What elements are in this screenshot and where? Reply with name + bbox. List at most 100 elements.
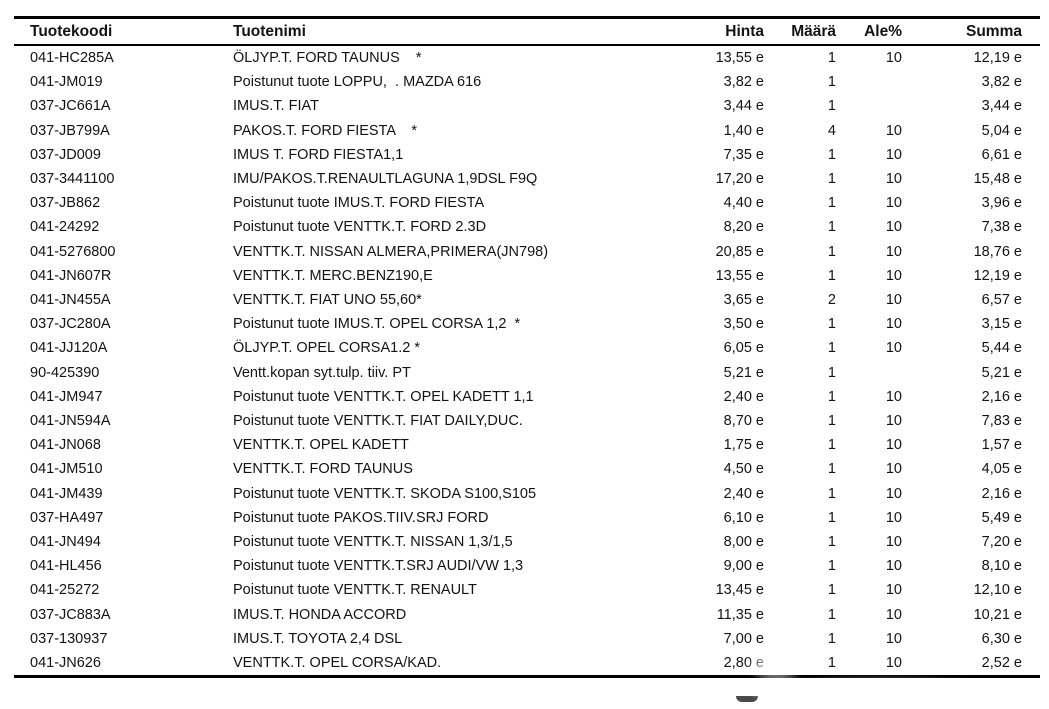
cell-price: 20,85 e xyxy=(715,243,764,260)
cell-product-name: Poistunut tuote IMUS.T. FORD FIESTA xyxy=(233,195,485,212)
column-header-tuotekoodi: Tuotekoodi xyxy=(14,17,233,46)
column-header-ale: Ale% xyxy=(838,17,908,46)
cell-discount: 10 xyxy=(885,146,902,163)
cell-quantity: 1 xyxy=(827,219,836,236)
cell-product-code: 041-JN594A xyxy=(30,413,111,430)
cell-product-code: 041-JM947 xyxy=(30,388,103,405)
column-header-maara: Määrä xyxy=(768,17,838,46)
table-row: 041-JM510 VENTTK.T. FORD TAUNUS 4,50 e 1… xyxy=(14,457,1040,481)
cell-discount: 10 xyxy=(885,195,902,212)
cell-discount: 10 xyxy=(885,340,902,357)
cell-product-code: 90-425390 xyxy=(30,364,100,381)
cell-product-code: 037-HA497 xyxy=(30,509,104,526)
cell-product-name: PAKOS.T. FORD FIESTA * xyxy=(233,122,417,139)
cell-product-code: 037-JD009 xyxy=(30,146,101,163)
cell-price: 13,55 e xyxy=(715,267,764,284)
cell-product-code: 041-JJ120A xyxy=(30,340,108,357)
cell-product-code: 037-JB862 xyxy=(30,195,101,212)
cell-sum: 1,57 e xyxy=(981,437,1022,454)
table-row: 037-HA497 Poistunut tuote PAKOS.TIIV.SRJ… xyxy=(14,506,1040,530)
table-row: 037-130937 IMUS.T. TOYOTA 2,4 DSL 7,00 e… xyxy=(14,627,1040,651)
cell-sum: 5,21 e xyxy=(981,364,1022,381)
cell-discount: 10 xyxy=(885,267,902,284)
scan-smudge-mark xyxy=(736,696,758,702)
cell-product-name: Poistunut tuote VENTTK.T. FORD 2.3D xyxy=(233,219,487,236)
table-row: 041-JM947 Poistunut tuote VENTTK.T. OPEL… xyxy=(14,385,1040,409)
cell-sum: 3,15 e xyxy=(981,316,1022,333)
cell-product-name: Poistunut tuote VENTTK.T.SRJ AUDI/VW 1,3 xyxy=(233,558,524,575)
cell-product-code: 041-5276800 xyxy=(30,243,116,260)
cell-quantity: 1 xyxy=(827,630,836,647)
cell-price: 13,45 e xyxy=(715,582,764,599)
table-row: 041-25272 Poistunut tuote VENTTK.T. RENA… xyxy=(14,578,1040,602)
table-row: 041-JN626 VENTTK.T. OPEL CORSA/KAD. 2,80… xyxy=(14,651,1040,677)
product-price-table: Tuotekoodi Tuotenimi Hinta Määrä Ale% Su… xyxy=(14,16,1040,679)
cell-sum: 6,61 e xyxy=(981,146,1022,163)
cell-product-code: 041-JN626 xyxy=(30,655,101,672)
cell-product-code: 041-JM510 xyxy=(30,461,103,478)
cell-price: 4,40 e xyxy=(723,195,764,212)
cell-quantity: 1 xyxy=(827,98,836,115)
cell-quantity: 1 xyxy=(827,485,836,502)
table-row: 037-JC661A IMUS.T. FIAT 3,44 e 1 3,44 e xyxy=(14,94,1040,118)
table-row: 037-JC280A Poistunut tuote IMUS.T. OPEL … xyxy=(14,312,1040,336)
column-header-tuotenimi: Tuotenimi xyxy=(233,17,628,46)
cell-price: 3,82 e xyxy=(723,74,764,91)
cell-product-code: 037-130937 xyxy=(30,630,108,647)
cell-price: 3,44 e xyxy=(723,98,764,115)
table-row: 041-HL456 Poistunut tuote VENTTK.T.SRJ A… xyxy=(14,554,1040,578)
document-page: Tuotekoodi Tuotenimi Hinta Määrä Ale% Su… xyxy=(0,16,1049,709)
cell-product-code: 041-JM019 xyxy=(30,74,103,91)
cell-product-code: 041-JN068 xyxy=(30,437,101,454)
cell-price: 4,50 e xyxy=(723,461,764,478)
cell-product-name: IMUS.T. HONDA ACCORD xyxy=(233,606,407,623)
cell-quantity: 4 xyxy=(827,122,836,139)
table-row: 037-JC883A IMUS.T. HONDA ACCORD 11,35 e … xyxy=(14,603,1040,627)
table-row: 037-JB862 Poistunut tuote IMUS.T. FORD F… xyxy=(14,191,1040,215)
cell-product-code: 037-JC280A xyxy=(30,316,111,333)
cell-sum: 5,04 e xyxy=(981,122,1022,139)
cell-product-name: VENTTK.T. FORD TAUNUS xyxy=(233,461,413,478)
cell-price: 9,00 e xyxy=(723,558,764,575)
cell-product-name: IMUS.T. TOYOTA 2,4 DSL xyxy=(233,630,403,647)
cell-discount: 10 xyxy=(885,171,902,188)
cell-quantity: 1 xyxy=(827,534,836,551)
cell-product-name: VENTTK.T. NISSAN ALMERA,PRIMERA(JN798) xyxy=(233,243,549,260)
cell-quantity: 1 xyxy=(827,461,836,478)
cell-product-code: 037-JB799A xyxy=(30,122,110,139)
table-row: 037-JB799A PAKOS.T. FORD FIESTA * 1,40 e… xyxy=(14,119,1040,143)
cell-price: 7,35 e xyxy=(723,146,764,163)
cell-quantity: 1 xyxy=(827,243,836,260)
cell-sum: 5,44 e xyxy=(981,340,1022,357)
cell-sum: 2,16 e xyxy=(981,485,1022,502)
cell-product-name: Poistunut tuote VENTTK.T. OPEL KADETT 1,… xyxy=(233,388,534,405)
cell-sum: 18,76 e xyxy=(973,243,1022,260)
table-body: 041-HC285A ÖLJYP.T. FORD TAUNUS * 13,55 … xyxy=(14,45,1040,677)
cell-quantity: 1 xyxy=(827,146,836,163)
cell-discount: 10 xyxy=(885,582,902,599)
cell-discount: 10 xyxy=(885,485,902,502)
table-row: 041-JM439 Poistunut tuote VENTTK.T. SKOD… xyxy=(14,482,1040,506)
cell-quantity: 1 xyxy=(827,606,836,623)
cell-product-code: 037-JC661A xyxy=(30,98,111,115)
cell-price: 17,20 e xyxy=(715,171,764,188)
table-row: 041-JM019 Poistunut tuote LOPPU, . MAZDA… xyxy=(14,70,1040,94)
cell-discount: 10 xyxy=(885,316,902,333)
cell-discount: 10 xyxy=(885,292,902,309)
table-header-row: Tuotekoodi Tuotenimi Hinta Määrä Ale% Su… xyxy=(14,17,1040,46)
cell-price: 8,70 e xyxy=(723,413,764,430)
cell-product-name: Poistunut tuote IMUS.T. OPEL CORSA 1,2 * xyxy=(233,316,521,333)
cell-sum: 2,52 e xyxy=(981,655,1022,672)
cell-price: 2,40 e xyxy=(723,485,764,502)
table-row: 041-5276800 VENTTK.T. NISSAN ALMERA,PRIM… xyxy=(14,240,1040,264)
cell-product-name: IMU/PAKOS.T.RENAULTLAGUNA 1,9DSL F9Q xyxy=(233,171,538,188)
cell-price: 6,05 e xyxy=(723,340,764,357)
cell-discount: 10 xyxy=(885,388,902,405)
cell-discount: 10 xyxy=(885,122,902,139)
cell-discount xyxy=(838,361,908,385)
cell-price: 6,10 e xyxy=(723,509,764,526)
table-row: 041-JN494 Poistunut tuote VENTTK.T. NISS… xyxy=(14,530,1040,554)
cell-price: 2,40 e xyxy=(723,388,764,405)
cell-sum: 7,38 e xyxy=(981,219,1022,236)
cell-price: 5,21 e xyxy=(723,364,764,381)
